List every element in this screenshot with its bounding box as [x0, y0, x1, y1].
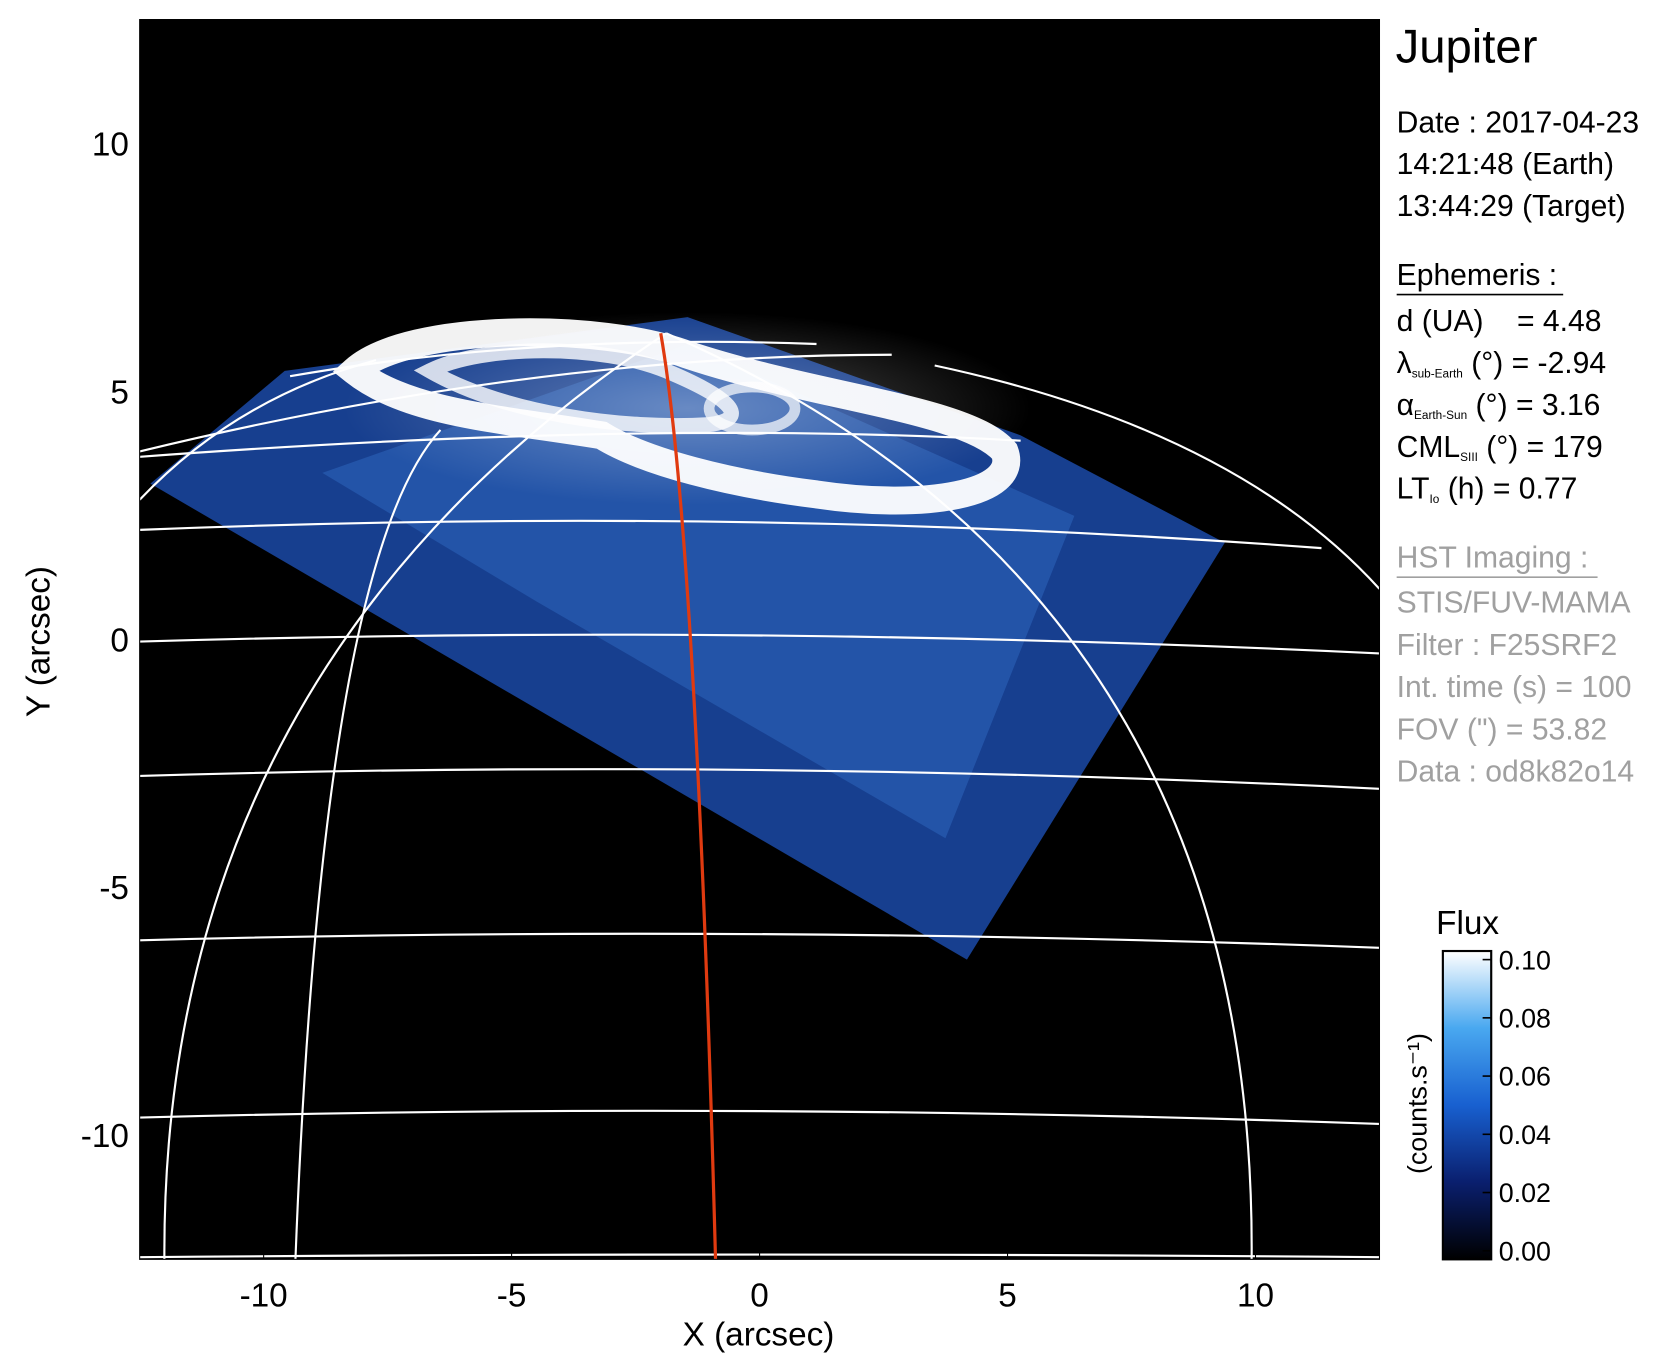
- colorbar-tick-label: 0.04: [1499, 1120, 1551, 1150]
- imaging-line: Filter : F25SRF2: [1397, 629, 1618, 662]
- ephemeris-symbol: α: [1397, 389, 1414, 422]
- colorbar-tick-label: 0.02: [1499, 1178, 1551, 1208]
- x-axis-title: X (arcsec): [683, 1316, 835, 1353]
- ephemeris-text: (°) = 3.16: [1467, 389, 1600, 422]
- x-tick-label: -10: [240, 1278, 288, 1315]
- y-tick-label: 10: [92, 126, 129, 163]
- y-tick-label: 5: [110, 374, 129, 411]
- ephemeris-line: λsub-Earth (°) = -2.94: [1397, 347, 1606, 380]
- colorbar-tick-label: 0.10: [1499, 945, 1551, 975]
- x-tick-label: 10: [1237, 1278, 1274, 1315]
- ephemeris-line: αEarth-Sun (°) = 3.16: [1397, 389, 1601, 422]
- latlon-grid: [139, 332, 1380, 1260]
- ephemeris-symbol: LT: [1397, 473, 1430, 506]
- y-tick-label: -5: [99, 870, 129, 907]
- colorbar-tick-label: 0.00: [1499, 1236, 1551, 1266]
- image: [139, 311, 1380, 1260]
- chart-title: Jupiter: [1396, 21, 1538, 74]
- ephemeris-sub: Io: [1430, 492, 1440, 506]
- imaging-line: Int. time (s) = 100: [1397, 671, 1632, 704]
- colorbar: [1441, 949, 1493, 1261]
- ephemeris-line: d (UA) = 4.48: [1397, 305, 1602, 338]
- ephemeris-line: LTIo (h) = 0.77: [1397, 473, 1578, 506]
- ephemeris-symbol: d (UA) = 4.48: [1397, 305, 1602, 338]
- ephemeris-text: (°) = -2.94: [1463, 347, 1606, 380]
- x-tick-label: -5: [497, 1278, 527, 1315]
- date-line: 14:21:48 (Earth): [1397, 148, 1614, 181]
- ephemeris-sub: SIII: [1460, 450, 1478, 464]
- imaging-line: FOV (") = 53.82: [1397, 713, 1607, 746]
- colorbar-title: Flux: [1436, 905, 1499, 942]
- ephemeris-symbol: CML: [1397, 431, 1461, 464]
- y-axis-title: Y (arcsec): [20, 566, 57, 717]
- date-line: Date : 2017-04-23: [1397, 106, 1639, 139]
- colorbar-tick-label: 0.06: [1499, 1062, 1551, 1092]
- colorbar-tick-label: 0.08: [1499, 1004, 1551, 1034]
- ephemeris-line: CMLSIII (°) = 179: [1397, 431, 1603, 464]
- imaging-line: Data : od8k82o14: [1397, 755, 1634, 788]
- colorbar-label: (counts.s⁻¹): [1403, 1033, 1433, 1174]
- detector-field: [150, 317, 1225, 960]
- ephemeris-title: Ephemeris :: [1397, 259, 1557, 292]
- ephemeris-sub: Earth-Sun: [1414, 408, 1467, 422]
- y-tick-label: -10: [81, 1118, 129, 1155]
- date-line: 13:44:29 (Target): [1397, 190, 1626, 223]
- y-tick-label: 0: [110, 622, 129, 659]
- imaging-title: HST Imaging :: [1397, 541, 1589, 574]
- imaging-line: STIS/FUV-MAMA: [1397, 587, 1631, 620]
- ephemeris-text: (h) = 0.77: [1439, 473, 1577, 506]
- x-tick-label: 5: [998, 1278, 1017, 1315]
- ephemeris-symbol: λ: [1397, 347, 1412, 380]
- x-tick-label: 0: [750, 1278, 769, 1315]
- ephemeris-sub: sub-Earth: [1412, 366, 1463, 380]
- central-meridian: [659, 332, 718, 1260]
- ephemeris-text: (°) = 179: [1478, 431, 1603, 464]
